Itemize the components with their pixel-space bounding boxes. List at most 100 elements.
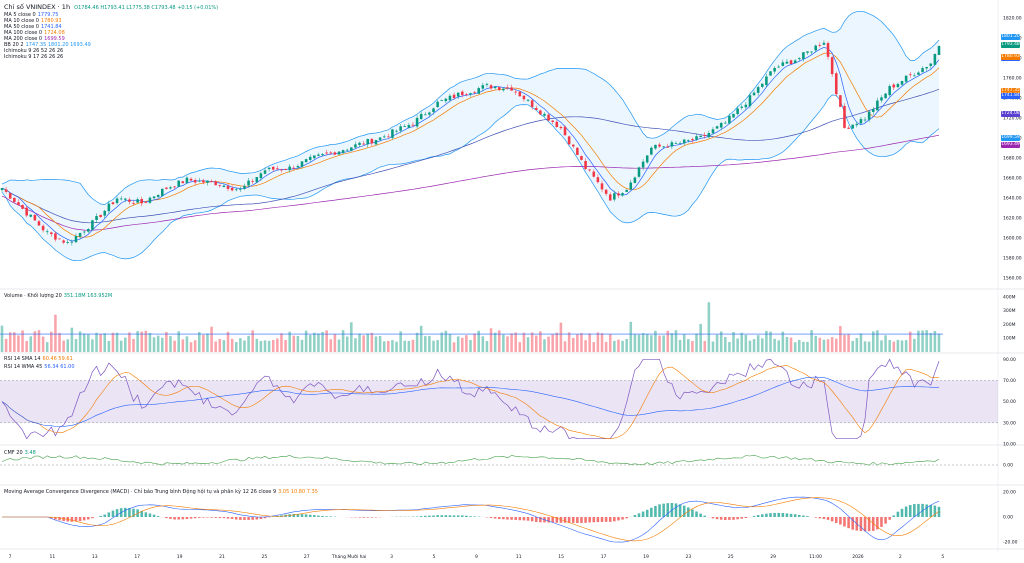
candle-body: [461, 91, 464, 95]
candle-body: [345, 149, 349, 151]
candle-body: [276, 168, 279, 170]
candle-body: [259, 173, 263, 179]
volume-bar: [604, 341, 608, 352]
candle-body: [251, 180, 254, 182]
volume-bar: [904, 340, 908, 352]
volume-bar: [592, 342, 596, 352]
macd-histogram-bar: [518, 517, 522, 521]
volume-bar: [674, 330, 678, 352]
volume-bar: [699, 323, 702, 352]
volume-bar: [913, 338, 916, 352]
candle-body: [296, 166, 300, 168]
volume-bar: [424, 336, 427, 352]
volume-bar: [345, 336, 349, 352]
candle-body: [871, 109, 875, 112]
candle-body: [822, 42, 826, 45]
macd-histogram-bar: [144, 512, 148, 517]
macd-histogram-bar: [251, 517, 254, 520]
volume-bar: [8, 332, 12, 352]
candle-body: [921, 68, 924, 73]
volume-bar: [111, 332, 115, 352]
volume-bar: [863, 341, 867, 352]
candle-body: [691, 139, 694, 141]
macd-histogram-bar: [300, 514, 304, 517]
volume-bar: [251, 330, 254, 352]
macd-histogram-bar: [436, 515, 439, 517]
macd-histogram-bar: [50, 517, 53, 519]
macd-histogram-bar: [78, 517, 82, 522]
macd-histogram-bar: [596, 517, 600, 523]
candle-body: [95, 216, 98, 220]
candle-body: [350, 147, 353, 151]
volume-bar: [744, 334, 748, 352]
candle-body: [555, 121, 559, 128]
candle-body: [658, 144, 661, 147]
candle-body: [925, 66, 928, 69]
volume-bar: [937, 333, 941, 352]
volume-bar: [485, 341, 489, 352]
candle-body: [124, 198, 127, 200]
macd-histogram-bar: [165, 517, 168, 519]
macd-histogram-bar: [847, 517, 850, 529]
candle-body: [436, 101, 439, 108]
macd-histogram-bar: [502, 517, 505, 520]
macd-histogram-bar: [608, 517, 612, 522]
volume-bar: [892, 341, 896, 352]
macd-histogram-bar: [54, 517, 57, 520]
volume-bar: [748, 340, 752, 352]
volume-bar: [917, 330, 920, 352]
candle-body: [99, 214, 102, 217]
macd-histogram-bar: [124, 507, 127, 517]
volume-bar: [206, 333, 209, 352]
candle-body: [806, 51, 809, 53]
volume-bar: [432, 340, 435, 352]
x-axis-label: 2026: [852, 554, 864, 560]
volume-bar: [613, 340, 616, 352]
macd-histogram-bar: [744, 517, 748, 519]
macd-histogram-bar: [506, 517, 509, 520]
volume-bar: [128, 332, 131, 352]
macd-histogram-bar: [876, 517, 879, 530]
volume-bar: [584, 340, 587, 352]
candle-body: [473, 91, 476, 93]
candle-body: [366, 139, 370, 145]
candle-body: [189, 178, 193, 181]
candle-body: [539, 110, 542, 115]
volume-bar: [271, 339, 275, 352]
macd-histogram-bar: [230, 517, 234, 519]
volume-bar: [567, 332, 571, 352]
candle-body: [839, 95, 842, 107]
macd-histogram-bar: [74, 517, 78, 522]
candle-body: [896, 83, 900, 88]
macd-histogram-bar: [637, 513, 641, 517]
x-axis-label: 11: [50, 554, 56, 560]
candle-body: [304, 159, 308, 163]
macd-histogram-bar: [600, 517, 604, 522]
candle-body: [206, 180, 209, 183]
x-axis-label: 19: [643, 554, 649, 560]
macd-histogram-bar: [152, 514, 156, 517]
macd-histogram-bar: [769, 513, 772, 517]
candle-body: [341, 150, 345, 153]
candle-body: [559, 126, 563, 129]
volume-bar: [119, 340, 123, 352]
macd-histogram-bar: [908, 505, 912, 517]
volume-bar: [929, 333, 933, 352]
volume-bar: [103, 333, 107, 352]
candle-body: [781, 62, 785, 66]
volume-bar: [144, 330, 148, 352]
candle-body: [543, 113, 546, 116]
candle-body: [362, 143, 365, 145]
volume-bar: [477, 330, 480, 352]
macd-histogram-bar: [892, 515, 896, 517]
candle-body: [78, 233, 82, 237]
price-tag: 1793.48: [1001, 41, 1020, 48]
rsi-tick: 50.00: [1003, 399, 1016, 405]
candle-body: [465, 94, 468, 96]
macd-histogram-bar: [576, 517, 579, 524]
volume-bar: [382, 341, 386, 352]
macd-histogram-bar: [851, 517, 854, 530]
price-tick: 1760.00: [1003, 76, 1022, 82]
macd-histogram-bar: [218, 517, 222, 519]
